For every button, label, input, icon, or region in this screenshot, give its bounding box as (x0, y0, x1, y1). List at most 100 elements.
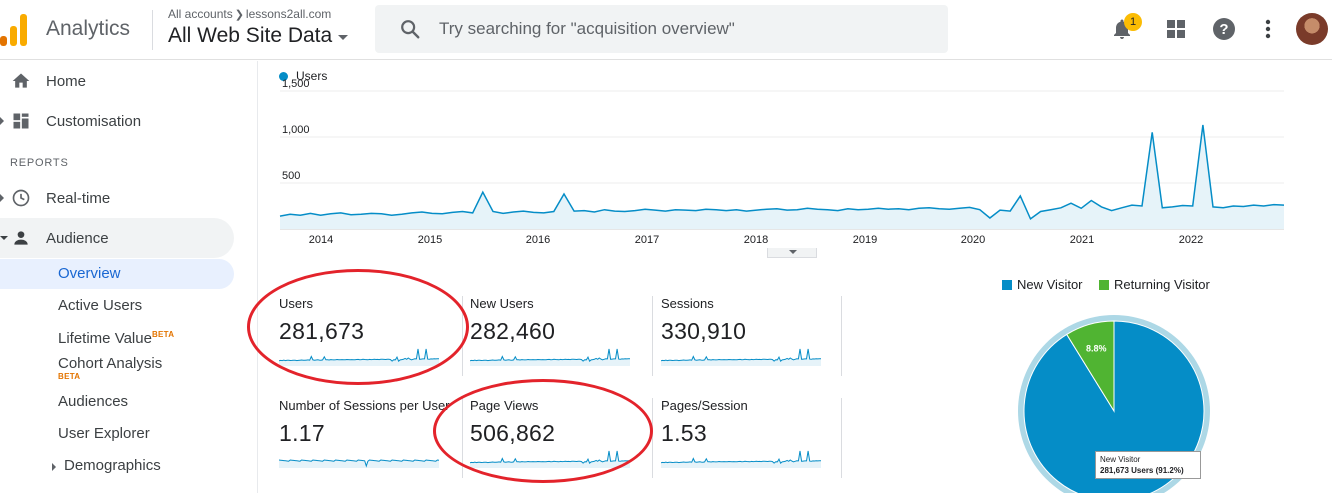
view-name: All Web Site Data (168, 24, 333, 47)
view-selector[interactable]: All Web Site Data (168, 24, 349, 48)
sidebar-item-user-explorer[interactable]: User Explorer (0, 419, 234, 449)
sessions-sparkline (661, 348, 822, 366)
x-tick-label: 2017 (635, 234, 659, 246)
sidebar-item-active-users[interactable]: Active Users (0, 291, 234, 321)
metric-value: 330,910 (661, 318, 747, 344)
sidebar-item-audiences[interactable]: Audiences (0, 387, 234, 417)
sparkline-area (661, 451, 821, 468)
more-vert-icon[interactable] (1256, 17, 1280, 41)
expand-arrow-icon (0, 194, 4, 202)
metric-value: 1.17 (279, 420, 325, 446)
dashboard-icon (13, 113, 29, 129)
pie-tooltip: New Visitor 281,673 Users (91.2%) (1095, 451, 1201, 479)
person-icon (14, 231, 28, 245)
metric-divider (841, 398, 842, 478)
beta-badge: BETA (58, 372, 81, 381)
sparkline-area (279, 460, 439, 468)
sidebar-item-overview[interactable]: Overview (0, 259, 234, 289)
search-bar[interactable] (375, 5, 948, 53)
pie-slice-returning-visitor[interactable] (1066, 320, 1115, 413)
y-tick-label: 500 (282, 170, 300, 182)
top-header: Analytics All accounts ❯ lessons2all.com… (0, 0, 1332, 60)
x-tick-label: 2018 (744, 234, 768, 246)
metric-users[interactable]: Users 281,673 (279, 296, 449, 386)
x-tick-label: 2016 (526, 234, 550, 246)
breadcrumb[interactable]: All accounts ❯ lessons2all.com (168, 7, 331, 21)
metric-label: Users (279, 296, 313, 311)
metric-sessions[interactable]: Sessions 330,910 (661, 296, 831, 386)
help-icon[interactable]: ? (1212, 17, 1236, 41)
legend-swatch-icon (1002, 279, 1012, 290)
sparkline-area (470, 451, 630, 468)
sidebar-item-label: User Explorer (58, 425, 150, 442)
x-tick-label: 2014 (309, 234, 333, 246)
sparkline-line (661, 348, 822, 363)
users-sparkline (279, 348, 440, 366)
tooltip-title: New Visitor (1100, 455, 1141, 464)
beta-badge: BETA (151, 330, 175, 339)
users-line-chart[interactable]: 1,500 1,000 500 2014 2015 2016 2017 2018 2019 20… (259, 61, 1309, 253)
metric-value: 282,460 (470, 318, 556, 344)
x-tick-label: 2021 (1070, 234, 1094, 246)
sidebar-item-cohort-analysis[interactable]: Cohort Analysis BETA (0, 353, 234, 385)
legend-swatch-icon (1099, 279, 1109, 290)
metric-label: Number of Sessions per User (279, 398, 450, 413)
metric-divider (652, 398, 653, 478)
svg-text:?: ? (1219, 21, 1228, 38)
tooltip-value: 281,673 Users (91.2%) (1100, 466, 1184, 475)
sidebar-item-home[interactable]: Home (0, 61, 234, 101)
metric-value: 506,862 (470, 420, 556, 446)
metric-label: Sessions (661, 296, 714, 311)
sidebar-item-label: Lifetime Value (58, 330, 152, 347)
pie-legend-new: New Visitor (1002, 277, 1083, 292)
sidebar-item-label: Real-time (46, 189, 111, 207)
search-icon (401, 20, 420, 39)
metric-divider (841, 296, 842, 376)
sidebar-item-realtime[interactable]: Real-time (0, 178, 234, 218)
collapse-arrow-icon (0, 236, 8, 240)
expand-arrow-icon (0, 117, 4, 125)
legend-dot-icon (279, 71, 288, 81)
y-tick-label: 1,500 (282, 78, 310, 90)
dropdown-caret-icon (338, 35, 349, 40)
crumb-all-accounts[interactable]: All accounts (168, 7, 233, 21)
sidebar-item-label: Active Users (58, 297, 143, 314)
section-reports-label: REPORTS (10, 157, 69, 169)
metric-pages-per-session[interactable]: Pages/Session 1.53 (661, 398, 831, 488)
app-name: Analytics (46, 17, 131, 40)
home-icon (12, 73, 30, 88)
chart-collapse-toggle[interactable] (767, 248, 817, 258)
sidebar-item-lifetime-value[interactable]: Lifetime ValueBETA (0, 323, 234, 353)
pie-slice-label: 8.8% (1086, 344, 1107, 354)
user-avatar[interactable] (1296, 13, 1328, 45)
sparkline-line (661, 450, 822, 465)
sidebar-item-demographics[interactable]: Demographics (0, 451, 234, 481)
metric-new-users[interactable]: New Users 282,460 (470, 296, 640, 386)
sparkline-line (279, 348, 440, 363)
x-tick-label: 2015 (418, 234, 442, 246)
metric-sessions-per-user[interactable]: Number of Sessions per User 1.17 (279, 398, 450, 488)
new-users-sparkline (470, 348, 631, 366)
sidebar-item-label: Customisation (46, 112, 142, 130)
metric-divider (652, 296, 653, 376)
pie-legend-returning: Returning Visitor (1099, 277, 1210, 292)
crumb-property[interactable]: lessons2all.com (245, 7, 332, 21)
series-line-users (279, 124, 1285, 221)
clock-icon (12, 189, 30, 207)
sidebar-item-label: Overview (58, 265, 121, 282)
search-input[interactable] (439, 5, 929, 53)
metric-page-views[interactable]: Page Views 506,862 (470, 398, 640, 488)
metric-divider (462, 296, 463, 376)
x-tick-label: 2022 (1179, 234, 1203, 246)
sparkline-area (279, 349, 439, 366)
visitor-type-pie-chart[interactable]: 8.8% (1004, 296, 1224, 493)
apps-grid-icon[interactable] (1164, 17, 1188, 41)
sidebar-item-customisation[interactable]: Customisation (0, 101, 234, 141)
sidebar-item-audience[interactable]: Audience (0, 218, 234, 258)
sidebar: Home Customisation REPORTS Real-time Aud (0, 61, 258, 493)
metric-divider (462, 398, 463, 478)
main-content: Users 1,500 1,000 500 2014 2015 2016 2017 2018… (247, 61, 1332, 493)
sparkline-line (470, 348, 631, 363)
x-tick-label: 2019 (853, 234, 877, 246)
series-area-users (280, 125, 1284, 229)
